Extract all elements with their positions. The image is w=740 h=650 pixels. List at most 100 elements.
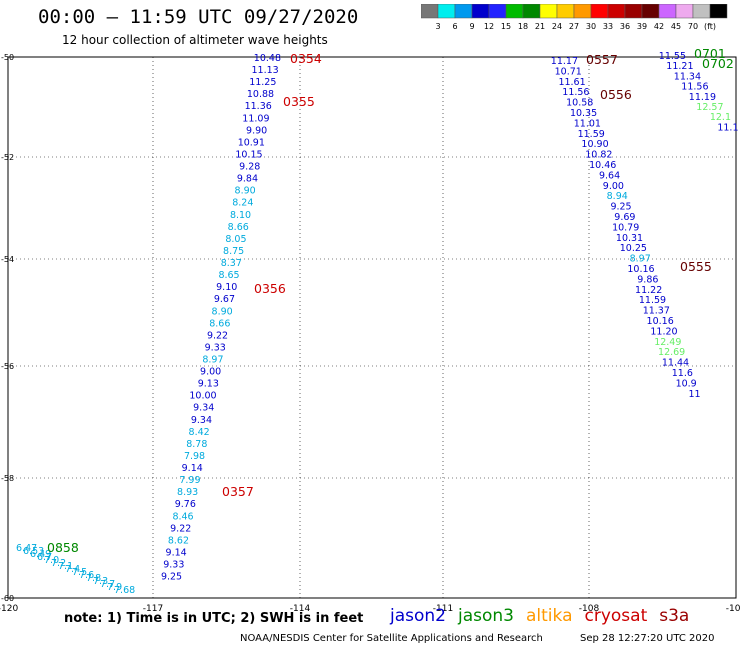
lat-label: -50 — [1, 53, 14, 62]
wave-height-value: 11.09 — [242, 113, 269, 124]
wave-height-value: 9.10 — [216, 282, 237, 293]
wave-height-value: 9.67 — [214, 294, 235, 305]
wave-height-value: 9.84 — [237, 174, 258, 185]
wave-height-value: 10.71 — [555, 66, 582, 77]
lon-label: -105 — [726, 604, 740, 614]
wave-height-value: 10.25 — [620, 243, 647, 254]
pass-time-label: 0702 — [702, 56, 734, 71]
legend-label: 27 — [569, 22, 579, 31]
lon-label: -120 — [0, 604, 18, 614]
wave-height-value: 9.64 — [599, 170, 620, 181]
wave-height-value: 11.59 — [639, 295, 666, 306]
wave-height-value: 11.1 — [717, 122, 738, 133]
wave-height-value: 10.15 — [235, 149, 262, 160]
legend-label: 33 — [603, 22, 613, 31]
wave-height-value: 10.48 — [254, 53, 281, 64]
lon-label: -117 — [143, 604, 163, 614]
pass-time-label: 0557 — [586, 52, 618, 67]
legend-label: 12 — [484, 22, 494, 31]
wave-height-value: 11.17 — [551, 56, 578, 67]
wave-height-value: 9.69 — [614, 212, 635, 223]
wave-height-value: 8.62 — [168, 535, 189, 546]
wave-height-value: 7.98 — [184, 451, 205, 462]
pass-time-label: 0555 — [680, 259, 712, 274]
wave-height-value: 8.46 — [172, 511, 193, 522]
wave-height-value: 11 — [688, 389, 700, 400]
wave-height-value: 6.49 — [30, 549, 51, 560]
pass-time-label: 0355 — [283, 94, 315, 109]
color-legend: 3 6 9 12 15 18 21 24 27 30 33 36 39 42 45 70 (ft) — [421, 4, 728, 31]
wave-height-value: 8.78 — [186, 439, 207, 450]
satellite-jason2: jason2 — [390, 606, 446, 626]
wave-height-value: 7.0 — [44, 555, 59, 566]
wave-height-value: 11.20 — [650, 326, 677, 337]
wave-height-value: 10.90 — [581, 139, 608, 150]
wave-height-value: 7.6 — [79, 570, 94, 581]
wave-height-value: 8.66 — [228, 222, 249, 233]
lat-label: -60 — [1, 594, 14, 603]
wave-height-value: 7.9 — [107, 582, 122, 593]
wave-height-value: 10.35 — [570, 108, 597, 119]
legend-label: 36 — [620, 22, 630, 31]
wave-height-value: 10.82 — [585, 150, 612, 161]
wave-height-value: 7.4 — [65, 564, 80, 575]
wave-height-value: 8.66 — [209, 318, 230, 329]
wave-height-value: 11.21 — [666, 61, 693, 72]
wave-height-value: 9.25 — [610, 202, 631, 213]
wave-height-value: 11.44 — [662, 358, 689, 369]
wave-height-value: 11.55 — [659, 51, 686, 62]
legend-label: 30 — [586, 22, 596, 31]
legend-label: 39 — [637, 22, 647, 31]
satellite-s3a: s3a — [659, 606, 690, 626]
timestamp-text: Sep 28 12:27:20 UTC 2020 — [580, 633, 715, 644]
track-track-b: 11.1710.7111.6111.5610.5810.3511.0111.59… — [551, 56, 701, 400]
wave-height-value: 9.86 — [637, 274, 658, 285]
lon-label: -108 — [579, 604, 600, 614]
wave-height-value: 10.31 — [616, 233, 643, 244]
wave-height-value: 7.1 — [58, 561, 73, 572]
wave-height-value: 11.56 — [681, 82, 708, 93]
credit-text: NOAA/NESDIS Center for Satellite Applica… — [240, 633, 543, 644]
wave-height-value: 11.13 — [251, 65, 278, 76]
lon-label: -114 — [290, 604, 311, 614]
wave-height-value: 7.5 — [72, 567, 87, 578]
wave-height-value: 10.58 — [566, 98, 593, 109]
wave-height-value: 10.79 — [612, 222, 639, 233]
wave-height-value: 7.7 — [100, 579, 115, 590]
legend-swatch — [709, 4, 728, 19]
wave-height-value: 11.25 — [249, 77, 276, 88]
wave-height-value: 9.33 — [163, 560, 184, 571]
legend-label: 45 — [671, 22, 681, 31]
wave-height-value: 10.16 — [627, 264, 654, 275]
wave-height-value: 9.33 — [205, 342, 226, 353]
wave-height-value: 10.88 — [247, 89, 274, 100]
legend-label: 9 — [469, 22, 474, 31]
wave-height-value: 11.6 — [672, 368, 693, 379]
wave-height-value: 8.97 — [630, 254, 651, 265]
lon-label: -111 — [433, 604, 453, 614]
note-text: note: 1) Time is in UTC; 2) SWH is in fe… — [64, 611, 364, 626]
wave-height-value: 7.2 — [51, 558, 66, 569]
wave-height-value: 8.94 — [607, 191, 628, 202]
lat-label: -56 — [1, 362, 14, 371]
wave-height-value: 8.90 — [212, 306, 233, 317]
lat-label: -52 — [1, 153, 14, 162]
wave-height-value: 8.10 — [230, 210, 251, 221]
legend-label: (ft) — [704, 22, 716, 31]
wave-height-value: 8.42 — [189, 427, 210, 438]
wave-height-value: 9.34 — [191, 415, 212, 426]
satellite-legend: jason2 jason3 altika cryosat s3a — [390, 606, 701, 626]
wave-height-value: 11.36 — [245, 101, 272, 112]
legend-label: 15 — [501, 22, 511, 31]
track-track-a: 10.4811.1311.2510.8811.3611.099.9010.911… — [161, 53, 281, 583]
wave-height-value: 11.37 — [643, 306, 670, 317]
wave-height-value: 6.7 — [37, 552, 52, 563]
wave-height-value: 8.93 — [177, 487, 198, 498]
legend-label: 6 — [452, 22, 457, 31]
wave-height-value: 7.3 — [93, 576, 108, 587]
wave-height-value: 9.34 — [193, 403, 214, 414]
wave-height-value: 9.22 — [170, 523, 191, 534]
legend-label: 42 — [654, 22, 664, 31]
pass-time-label: 0858 — [47, 540, 79, 555]
